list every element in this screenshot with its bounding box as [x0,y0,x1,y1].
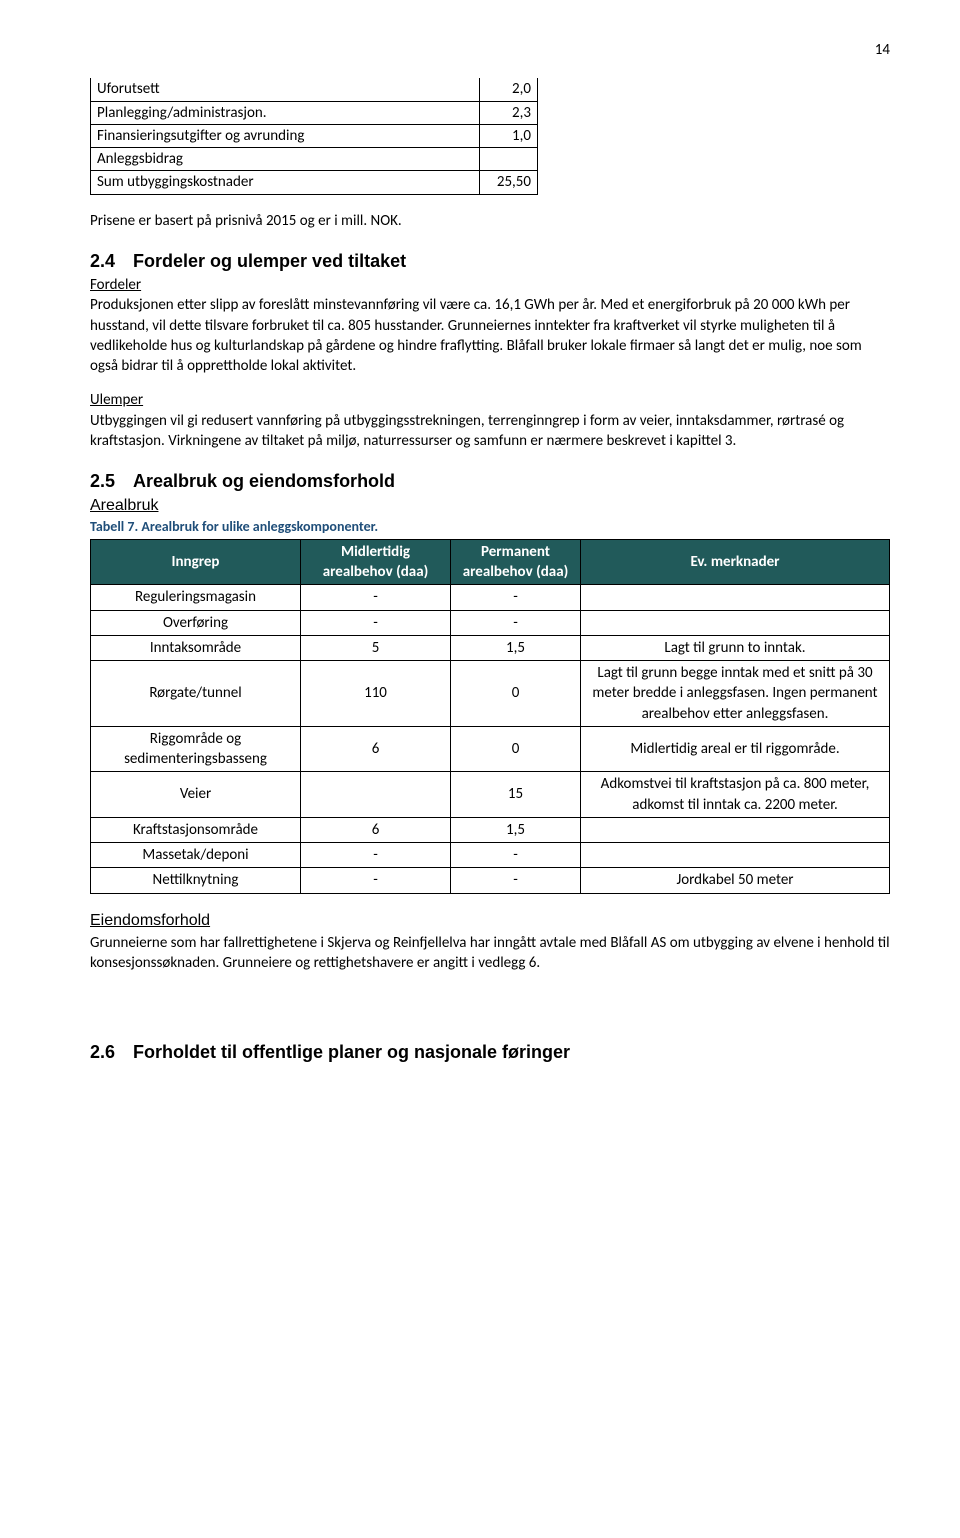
cost-label: Sum utbyggingskostnader [91,171,480,194]
table-header-row: Inngrep Midlertidig arealbehov (daa) Per… [91,539,890,585]
cost-value: 1,0 [480,124,538,147]
cost-label: Anleggsbidrag [91,148,480,171]
table-cell: Lagt til grunn begge inntak med et snitt… [581,661,890,727]
table-cell: - [301,868,451,893]
table-cell: - [301,585,451,610]
table-7-caption: Tabell 7. Arealbruk for ulike anleggskom… [90,518,890,537]
table-cell: - [451,610,581,635]
page-number: 14 [90,40,890,60]
table-row: Veier 15Adkomstvei til kraftstasjon på ca… [91,772,890,818]
column-header: Permanent arealbehov (daa) [451,539,581,585]
cost-label: Planlegging/administrasjon. [91,101,480,124]
table-cell: Jordkabel 50 meter [581,868,890,893]
price-note: Prisene er basert på prisnivå 2015 og er… [90,211,890,231]
table-cell: 1,5 [451,817,581,842]
table-cell [581,843,890,868]
cost-value: 2,0 [480,78,538,101]
cost-value: 25,50 [480,171,538,194]
table-cell: Kraftstasjonsområde [91,817,301,842]
table-cell: Riggområde og sedimenteringsbasseng [91,726,301,772]
table-cell [301,772,451,818]
column-header: Ev. merknader [581,539,890,585]
table-cell: Reguleringsmagasin [91,585,301,610]
table-cell: Lagt til grunn to inntak. [581,635,890,660]
eiendomsforhold-heading: Eiendomsforhold [90,910,890,932]
column-header: Inngrep [91,539,301,585]
table-cell: Rørgate/tunnel [91,661,301,727]
column-header: Midlertidig arealbehov (daa) [301,539,451,585]
table-row: Rørgate/tunnel1100Lagt til grunn begge i… [91,661,890,727]
section-2-6-heading: 2.6 Forholdet til offentlige planer og n… [90,1040,890,1064]
ulemper-label: Ulemper [90,391,143,409]
table-cell [581,817,890,842]
table-cell [581,585,890,610]
area-table: Inngrep Midlertidig arealbehov (daa) Per… [90,539,890,894]
fordeler-text: Produksjonen etter slipp av foreslått mi… [90,295,890,376]
eiendomsforhold-text: Grunneierne som har fallrettighetene i S… [90,933,890,974]
table-row: Nettilknytning--Jordkabel 50 meter [91,868,890,893]
table-row: Riggområde og sedimenteringsbasseng60Mid… [91,726,890,772]
table-cell: - [451,868,581,893]
cost-value [480,148,538,171]
table-cell: 1,5 [451,635,581,660]
table-cell: - [451,843,581,868]
table-row: Reguleringsmagasin-- [91,585,890,610]
table-row: Massetak/deponi-- [91,843,890,868]
table-cell: 6 [301,726,451,772]
table-cell: 110 [301,661,451,727]
cost-table: Uforutsett 2,0 Planlegging/administrasjo… [90,78,538,194]
table-cell: 6 [301,817,451,842]
table-row: Inntaksområde51,5Lagt til grunn to innta… [91,635,890,660]
cost-label: Finansieringsutgifter og avrunding [91,124,480,147]
table-row: Anleggsbidrag [91,148,538,171]
ulemper-text: Utbyggingen vil gi redusert vannføring p… [90,411,890,452]
section-2-5-heading: 2.5 Arealbruk og eiendomsforhold [90,469,890,493]
table-cell: Veier [91,772,301,818]
table-cell: 0 [451,726,581,772]
table-cell: Overføring [91,610,301,635]
table-cell: Midlertidig areal er til riggområde. [581,726,890,772]
table-row: Overføring-- [91,610,890,635]
cost-label: Uforutsett [91,78,480,101]
table-row: Sum utbyggingskostnader 25,50 [91,171,538,194]
fordeler-label: Fordeler [90,276,141,294]
cost-value: 2,3 [480,101,538,124]
table-row: Planlegging/administrasjon. 2,3 [91,101,538,124]
table-cell: Massetak/deponi [91,843,301,868]
section-2-4-heading: 2.4 Fordeler og ulemper ved tiltaket [90,249,890,273]
table-cell: Inntaksområde [91,635,301,660]
table-row: Uforutsett 2,0 [91,78,538,101]
table-cell: - [451,585,581,610]
table-cell [581,610,890,635]
table-cell: 15 [451,772,581,818]
table-cell: 5 [301,635,451,660]
table-row: Finansieringsutgifter og avrunding 1,0 [91,124,538,147]
table-row: Kraftstasjonsområde61,5 [91,817,890,842]
table-cell: - [301,610,451,635]
table-cell: 0 [451,661,581,727]
table-cell: - [301,843,451,868]
arealbruk-subheading: Arealbruk [90,495,890,517]
table-cell: Adkomstvei til kraftstasjon på ca. 800 m… [581,772,890,818]
table-cell: Nettilknytning [91,868,301,893]
